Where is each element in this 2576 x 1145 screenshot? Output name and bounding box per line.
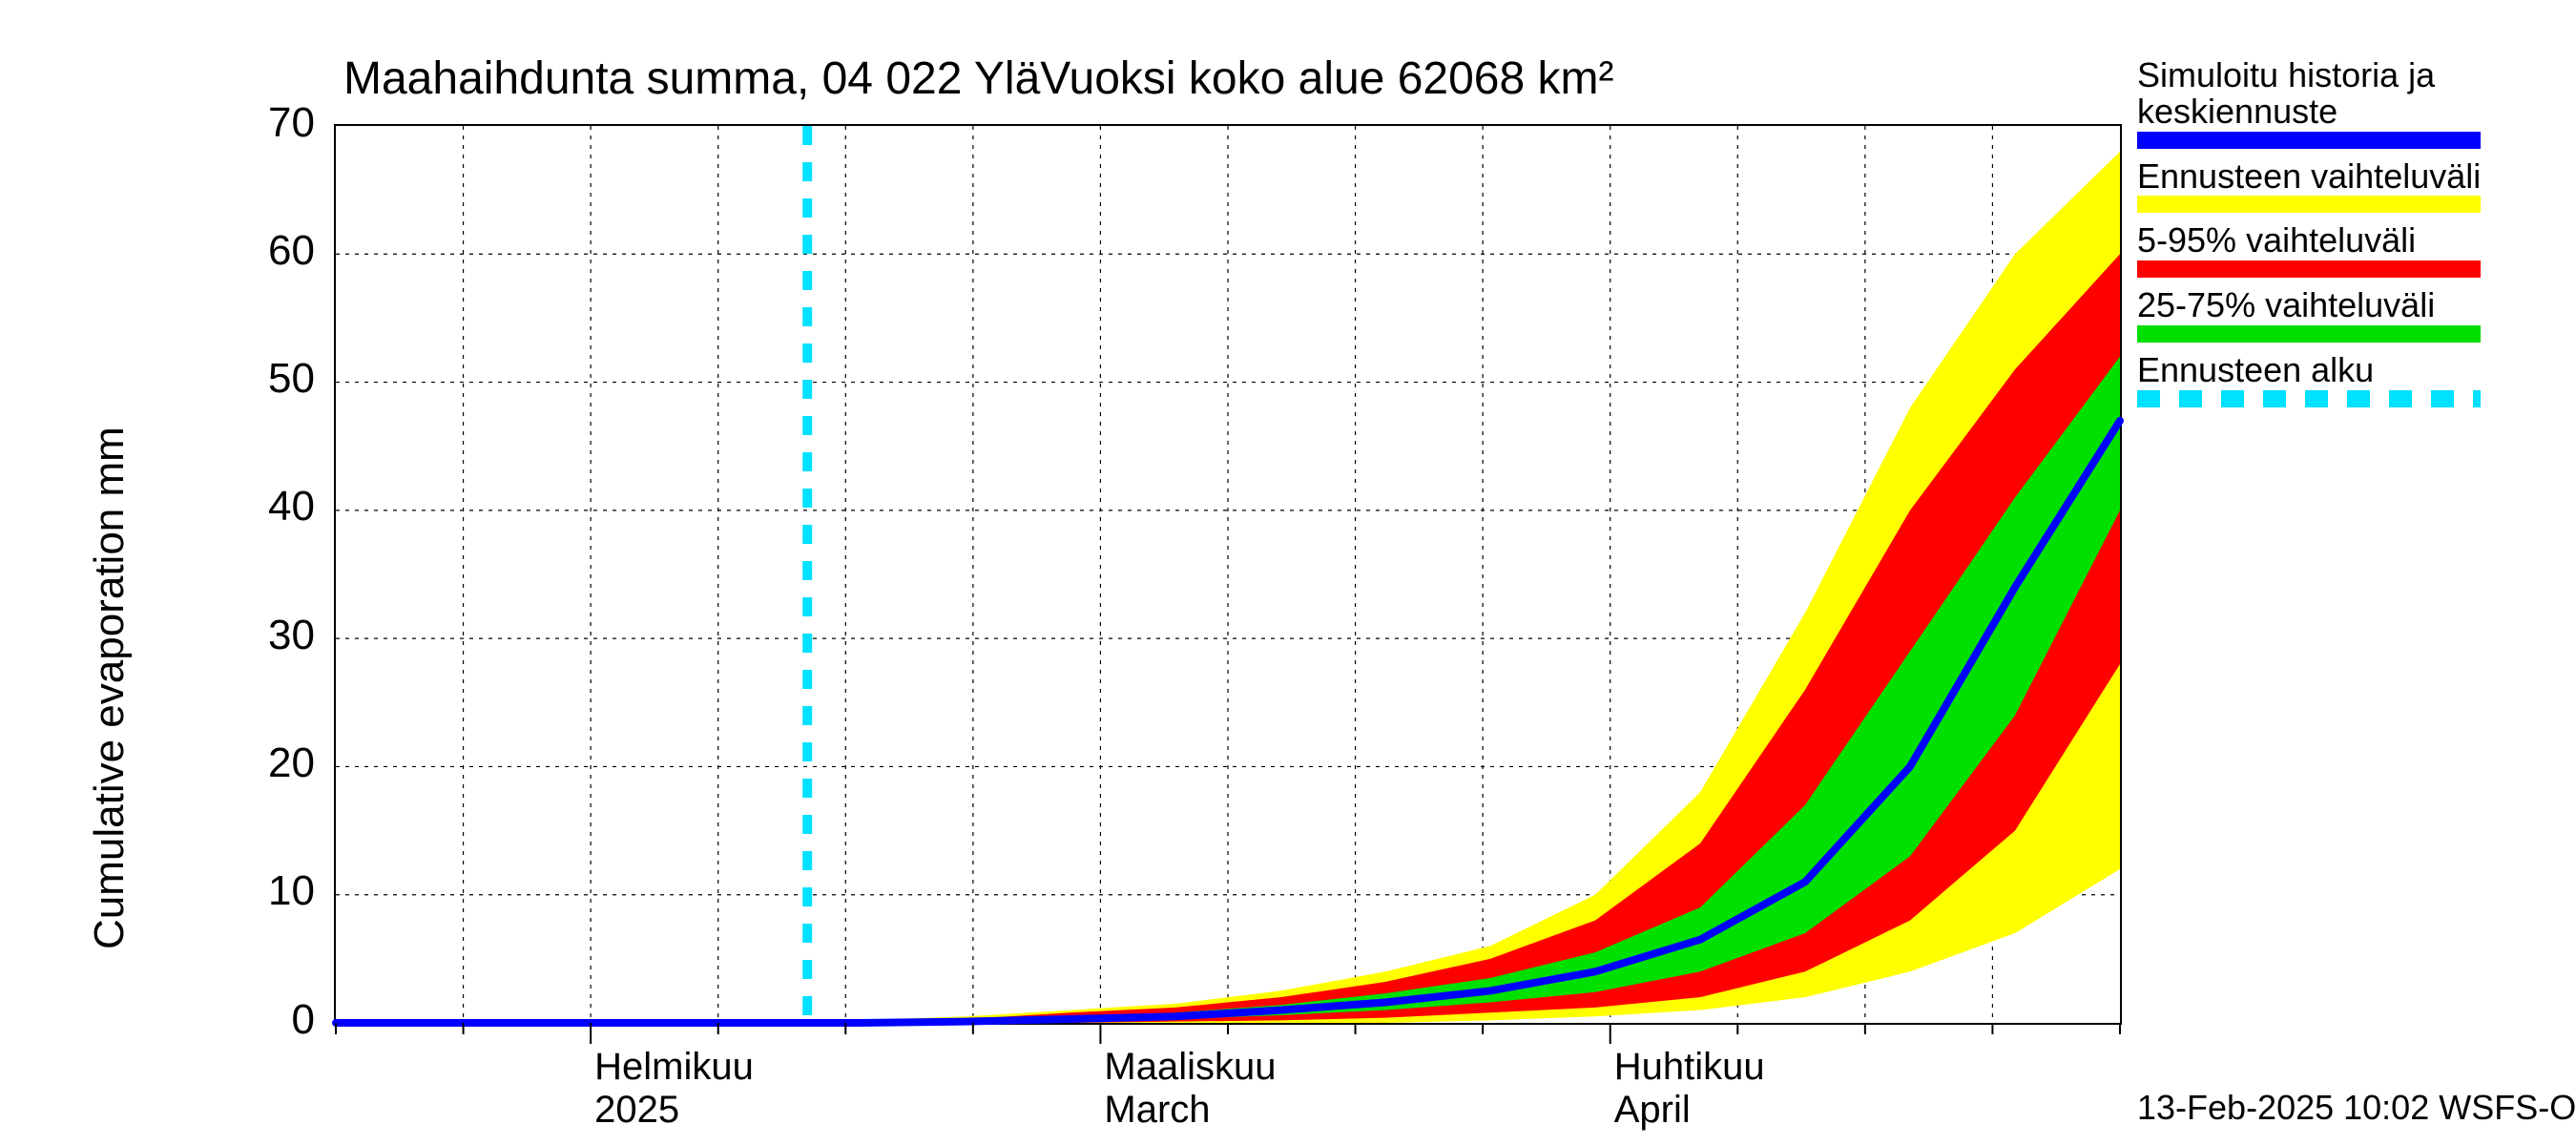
x-month-label: Helmikuu2025 bbox=[594, 1046, 754, 1132]
chart-page: Maahaihdunta summa, 04 022 YläVuoksi kok… bbox=[0, 0, 2576, 1145]
legend: Simuloitu historia jakeskiennuste Ennuste… bbox=[2137, 57, 2481, 417]
legend-label: keskiennuste bbox=[2137, 94, 2481, 130]
legend-swatch bbox=[2137, 196, 2481, 213]
legend-label: 25-75% vaihteluväli bbox=[2137, 287, 2481, 323]
plot-area bbox=[334, 124, 2122, 1025]
plot-svg bbox=[336, 126, 2120, 1023]
x-month-label: MaaliskuuMarch bbox=[1104, 1046, 1276, 1132]
legend-swatch bbox=[2137, 132, 2481, 149]
x-month-label: HuhtikuuApril bbox=[1614, 1046, 1765, 1132]
legend-item: 5-95% vaihteluväli bbox=[2137, 222, 2481, 278]
y-tick-label: 0 bbox=[219, 996, 315, 1044]
y-tick-label: 10 bbox=[219, 867, 315, 915]
legend-label: Ennusteen vaihteluväli bbox=[2137, 158, 2481, 195]
y-tick-label: 60 bbox=[219, 227, 315, 275]
y-tick-label: 50 bbox=[219, 355, 315, 403]
chart-title: Maahaihdunta summa, 04 022 YläVuoksi kok… bbox=[343, 52, 1613, 105]
y-tick-label: 30 bbox=[219, 612, 315, 659]
legend-label: Simuloitu historia ja bbox=[2137, 57, 2481, 94]
footer-timestamp: 13-Feb-2025 10:02 WSFS-O bbox=[2137, 1088, 2576, 1128]
y-tick-label: 20 bbox=[219, 739, 315, 787]
legend-item: Ennusteen alku bbox=[2137, 352, 2481, 407]
legend-label: 5-95% vaihteluväli bbox=[2137, 222, 2481, 259]
legend-item: 25-75% vaihteluväli bbox=[2137, 287, 2481, 343]
y-tick-label: 40 bbox=[219, 483, 315, 531]
y-tick-label: 70 bbox=[219, 99, 315, 147]
y-axis-label: Cumulative evaporation mm bbox=[86, 427, 134, 949]
legend-swatch bbox=[2137, 260, 2481, 278]
legend-label: Ennusteen alku bbox=[2137, 352, 2481, 388]
legend-swatch bbox=[2137, 325, 2481, 343]
legend-swatch bbox=[2137, 390, 2481, 407]
legend-item: Ennusteen vaihteluväli bbox=[2137, 158, 2481, 214]
legend-item: Simuloitu historia jakeskiennuste bbox=[2137, 57, 2481, 149]
